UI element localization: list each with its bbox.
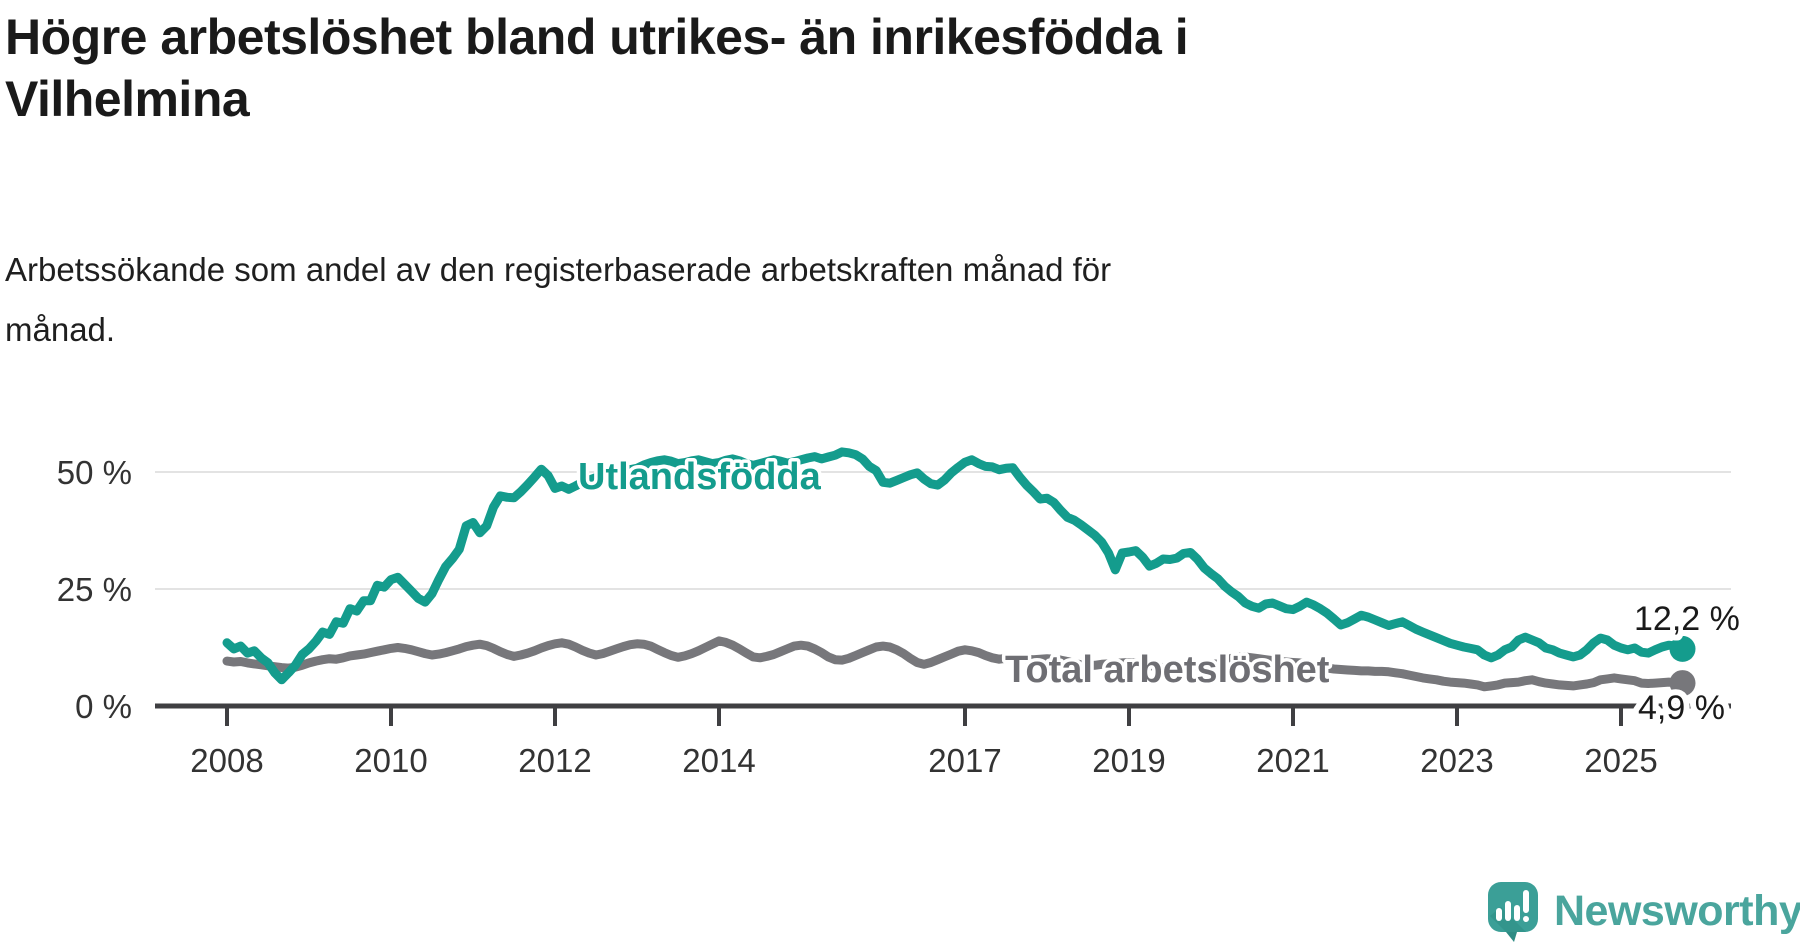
end-value-label-utlandsfodda: 12,2 % <box>1634 600 1740 638</box>
newsworthy-logo-icon <box>1488 882 1538 942</box>
y-axis-label-0: 0 % <box>75 688 132 725</box>
series-label-utlandsfodda: Utlandsfödda <box>578 456 822 498</box>
x-axis-label-2025: 2025 <box>1584 742 1657 779</box>
y-axis-label-25: 25 % <box>57 571 132 608</box>
logo-exclamation-bar <box>1523 890 1529 913</box>
series-line-utlandsf-dda <box>222 447 1687 685</box>
x-axis-label-2008: 2008 <box>190 742 263 779</box>
logo-bar-1 <box>1496 908 1502 921</box>
newsworthy-logo: Newsworthy <box>1486 878 1800 944</box>
x-axis: 2008 2010 2012 2014 2017 2019 2021 2023 2025 <box>155 703 1731 779</box>
series-end-dot-utlandsf-dda <box>1669 635 1696 662</box>
data-series <box>222 447 1696 697</box>
x-axis-label-2014: 2014 <box>682 742 755 779</box>
end-value-label-total: 4,9 % <box>1638 689 1725 727</box>
chart-subtitle: Arbetssökande som andel av den registerb… <box>5 240 1465 360</box>
page-title: Högre arbetslöshet bland utrikes- än inr… <box>5 6 1465 130</box>
series-line-total-arbetsl-shet <box>222 636 1687 692</box>
x-axis-label-2012: 2012 <box>518 742 591 779</box>
logo-exclamation-dot <box>1523 916 1529 922</box>
x-axis-label-2010: 2010 <box>354 742 427 779</box>
x-axis-label-2019: 2019 <box>1092 742 1165 779</box>
subtitle-line-2: månad. <box>5 311 116 348</box>
y-axis-label-50: 50 % <box>57 454 132 491</box>
x-axis-label-2021: 2021 <box>1256 742 1329 779</box>
newsworthy-wordmark: Newsworthy <box>1554 886 1800 935</box>
x-axis-label-2023: 2023 <box>1420 742 1493 779</box>
series-end-dot-total-arbetsl-shet <box>1669 670 1696 697</box>
title-line-1: Högre arbetslöshet bland utrikes- än inr… <box>5 9 1189 65</box>
logo-bar-2 <box>1505 901 1511 921</box>
gridlines: 0 % 25 % 50 % <box>57 454 1731 725</box>
subtitle-line-1: Arbetssökande som andel av den registerb… <box>5 251 1112 288</box>
logo-bar-3 <box>1514 905 1520 921</box>
series-label-total-arbetsloshet: Total arbetslöshet <box>1005 649 1330 691</box>
title-line-2: Vilhelmina <box>5 71 250 127</box>
x-axis-label-2017: 2017 <box>928 742 1001 779</box>
